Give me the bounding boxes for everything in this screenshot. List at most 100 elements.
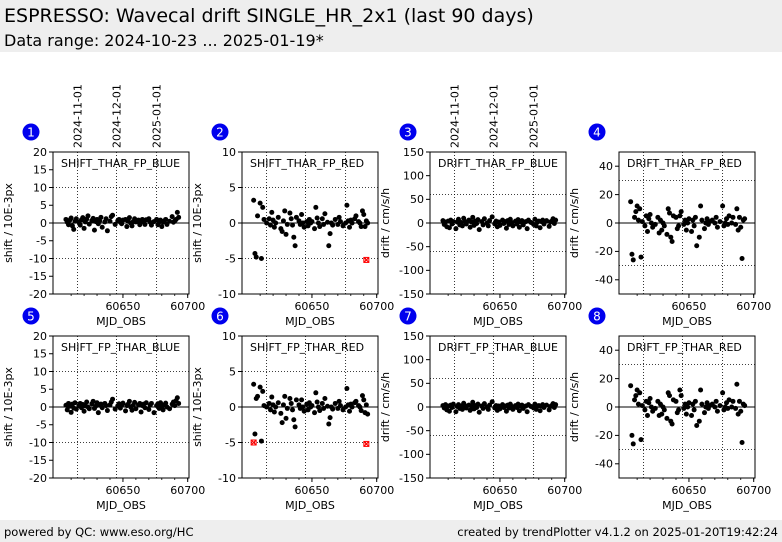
data-point xyxy=(275,400,281,406)
data-point xyxy=(689,413,695,419)
data-point xyxy=(104,228,110,234)
data-point xyxy=(729,220,735,226)
data-point xyxy=(293,397,299,403)
data-point xyxy=(120,400,126,406)
data-point xyxy=(730,214,736,220)
panel-number-badge xyxy=(399,307,417,325)
data-point xyxy=(661,407,667,413)
y-tick-label: -20 xyxy=(595,429,613,442)
data-point xyxy=(485,223,491,229)
data-point xyxy=(647,395,653,401)
y-tick-label: 5 xyxy=(229,365,236,378)
data-point xyxy=(644,413,650,419)
data-point xyxy=(292,243,298,249)
data-point xyxy=(701,410,707,416)
data-point xyxy=(99,405,105,411)
data-point xyxy=(725,405,731,411)
data-point xyxy=(132,399,138,405)
data-point xyxy=(736,214,742,220)
data-point xyxy=(637,390,643,396)
y-axis-label: drift / cm/s/h xyxy=(379,372,392,442)
flagged-point xyxy=(363,440,370,447)
data-point xyxy=(110,212,116,218)
date-label: 2025-01-01 xyxy=(528,84,541,148)
data-point xyxy=(544,218,550,224)
data-point xyxy=(729,404,735,410)
data-point xyxy=(659,227,665,233)
y-tick-label: -10 xyxy=(29,436,47,449)
y-tick-label: -150 xyxy=(399,472,424,485)
data-point xyxy=(77,222,83,228)
x-axis-label: MJD_OBS xyxy=(96,499,146,512)
data-point xyxy=(698,387,704,393)
data-point xyxy=(648,404,654,410)
data-point xyxy=(284,405,290,411)
data-point xyxy=(699,217,705,223)
flagged-point xyxy=(363,256,370,263)
y-tick-label: -10 xyxy=(29,252,47,265)
data-point xyxy=(172,403,178,409)
data-point xyxy=(738,224,744,230)
data-point xyxy=(553,402,559,408)
panel-number: 3 xyxy=(404,126,412,140)
data-point xyxy=(279,420,285,426)
data-point xyxy=(284,221,290,227)
data-point xyxy=(685,220,691,226)
data-point xyxy=(677,213,683,219)
data-point xyxy=(353,398,359,404)
data-point xyxy=(336,398,342,404)
y-axis-label: shift / 10E-3px xyxy=(191,183,204,263)
data-point xyxy=(337,403,343,409)
data-point xyxy=(481,216,487,222)
data-point xyxy=(123,408,129,414)
y-tick-label: -50 xyxy=(406,424,424,437)
y-tick-label: -5 xyxy=(225,252,236,265)
data-point xyxy=(459,223,465,229)
y-tick-label: 20 xyxy=(33,330,47,343)
y-tick-label: -20 xyxy=(595,245,613,258)
data-point xyxy=(163,216,169,222)
data-point xyxy=(72,400,78,406)
data-point xyxy=(257,200,263,206)
data-point xyxy=(733,221,739,227)
data-point xyxy=(629,251,635,257)
data-point xyxy=(68,215,74,221)
data-point xyxy=(163,400,169,406)
data-point xyxy=(628,199,634,205)
data-point xyxy=(648,220,654,226)
data-point xyxy=(129,223,135,229)
y-tick-label: 10 xyxy=(222,146,236,159)
y-tick-label: 40 xyxy=(599,344,613,357)
data-point xyxy=(659,411,665,417)
data-point xyxy=(336,214,342,220)
data-point xyxy=(344,202,350,208)
y-tick-label: 5 xyxy=(40,199,47,212)
x-tick-label: 60700 xyxy=(359,300,394,313)
data-point xyxy=(669,238,675,244)
data-point xyxy=(646,400,652,406)
y-tick-label: 0 xyxy=(417,217,424,230)
data-point xyxy=(299,397,305,403)
data-point xyxy=(255,213,261,219)
data-point xyxy=(326,421,332,427)
data-point xyxy=(485,406,491,412)
data-point xyxy=(487,218,493,224)
data-point xyxy=(271,409,277,415)
data-point xyxy=(267,407,273,413)
x-axis-label: MJD_OBS xyxy=(285,315,335,328)
data-point xyxy=(489,399,495,405)
y-tick-label: 15 xyxy=(33,164,47,177)
data-point xyxy=(167,218,173,224)
y-tick-label: 150 xyxy=(403,330,424,343)
data-point xyxy=(632,397,638,403)
x-tick-label: 60700 xyxy=(359,484,394,497)
panel-number-badge xyxy=(211,307,229,325)
data-point xyxy=(280,402,286,408)
data-point xyxy=(300,220,306,226)
data-point xyxy=(664,231,670,237)
data-point xyxy=(475,401,481,407)
y-tick-label: 10 xyxy=(33,181,47,194)
data-point xyxy=(344,386,350,392)
data-point xyxy=(633,393,639,399)
